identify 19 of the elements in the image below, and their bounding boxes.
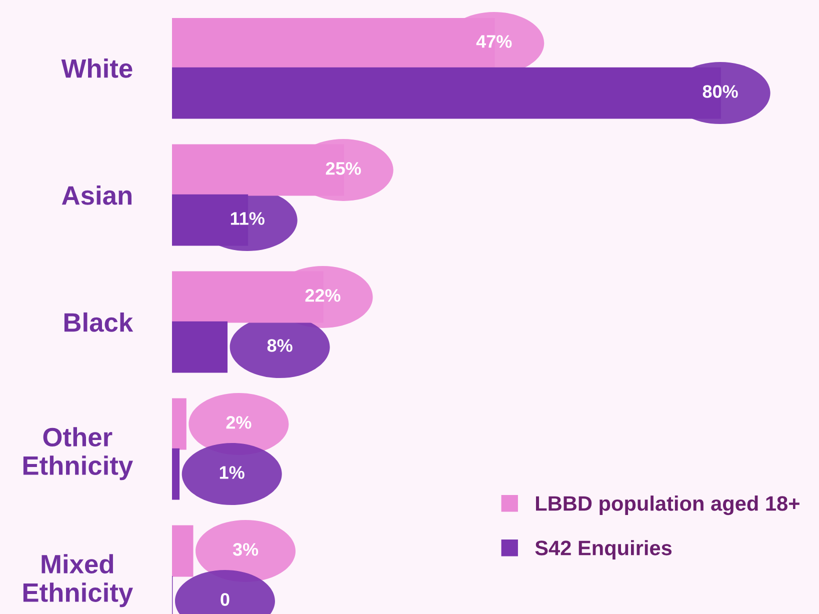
- data-label: 80%: [702, 85, 738, 98]
- bar: [172, 525, 194, 577]
- data-label: 2%: [226, 416, 252, 429]
- y-tick-label: Other Ethnicity: [23, 427, 133, 480]
- y-tick-label: Mixed Ethnicity: [23, 554, 133, 608]
- y-tick-label: Black: [64, 312, 134, 332]
- data-label: 25%: [326, 162, 361, 175]
- bar: [172, 398, 186, 450]
- data-label: 47%: [476, 35, 512, 48]
- y-tick-label: Asian: [62, 185, 132, 205]
- y-tick-label: White: [61, 58, 132, 78]
- data-label: 11%: [230, 212, 264, 225]
- data-label: 3%: [232, 543, 258, 556]
- data-label: 22%: [305, 289, 340, 302]
- data-label: 0: [220, 593, 230, 606]
- data-label: 8%: [267, 339, 292, 352]
- data-label: 1%: [220, 466, 244, 479]
- legend-label: S42 Enquiries: [535, 540, 672, 560]
- legend-label: LBBD population aged 18+: [536, 496, 800, 516]
